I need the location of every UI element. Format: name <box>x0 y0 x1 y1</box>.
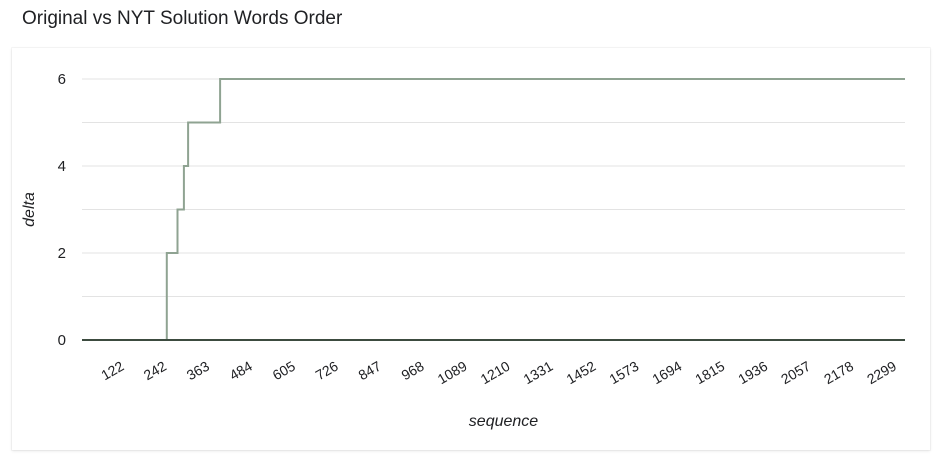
x-tick-label: 726 <box>313 358 341 384</box>
x-tick-label: 1815 <box>692 358 727 388</box>
x-tick-label: 1694 <box>649 358 684 388</box>
chart-card: 0 2 4 6 122 242 363 484 605 726 847 968 1089 1210 133… <box>12 48 930 450</box>
x-tick-label: 1936 <box>735 358 770 388</box>
x-axis-ticks: 122 242 363 484 605 726 847 968 1089 1210 1331 1452… <box>98 358 899 388</box>
x-tick-label: 847 <box>356 358 384 384</box>
x-tick-label: 484 <box>227 358 255 384</box>
x-tick-label: 605 <box>270 358 298 384</box>
x-tick-label: 968 <box>398 358 426 384</box>
gridlines <box>82 78 905 297</box>
y-tick-label: 0 <box>58 332 66 349</box>
y-tick-label: 4 <box>58 158 66 175</box>
x-tick-label: 242 <box>141 358 169 384</box>
x-tick-label: 363 <box>184 358 212 384</box>
y-axis-ticks: 0 2 4 6 <box>58 71 66 349</box>
series-layer <box>82 78 905 341</box>
x-tick-label: 1210 <box>478 358 513 388</box>
x-tick-label: 1452 <box>563 358 598 388</box>
x-tick-label: 2178 <box>821 358 856 388</box>
y-tick-label: 6 <box>58 71 66 88</box>
line-chart: 0 2 4 6 122 242 363 484 605 726 847 968 1089 1210 133… <box>21 71 905 430</box>
x-tick-label: 1089 <box>435 358 470 388</box>
series-line <box>82 78 905 341</box>
x-tick-label: 2299 <box>864 358 899 388</box>
x-tick-label: 1331 <box>521 358 556 388</box>
x-tick-label: 122 <box>98 358 126 384</box>
chart-title: Original vs NYT Solution Words Order <box>22 8 343 29</box>
x-axis-label: sequence <box>469 413 538 430</box>
y-axis-label: delta <box>21 192 38 227</box>
y-tick-label: 2 <box>58 245 66 262</box>
x-tick-label: 1573 <box>606 358 641 388</box>
x-tick-label: 2057 <box>778 358 813 388</box>
